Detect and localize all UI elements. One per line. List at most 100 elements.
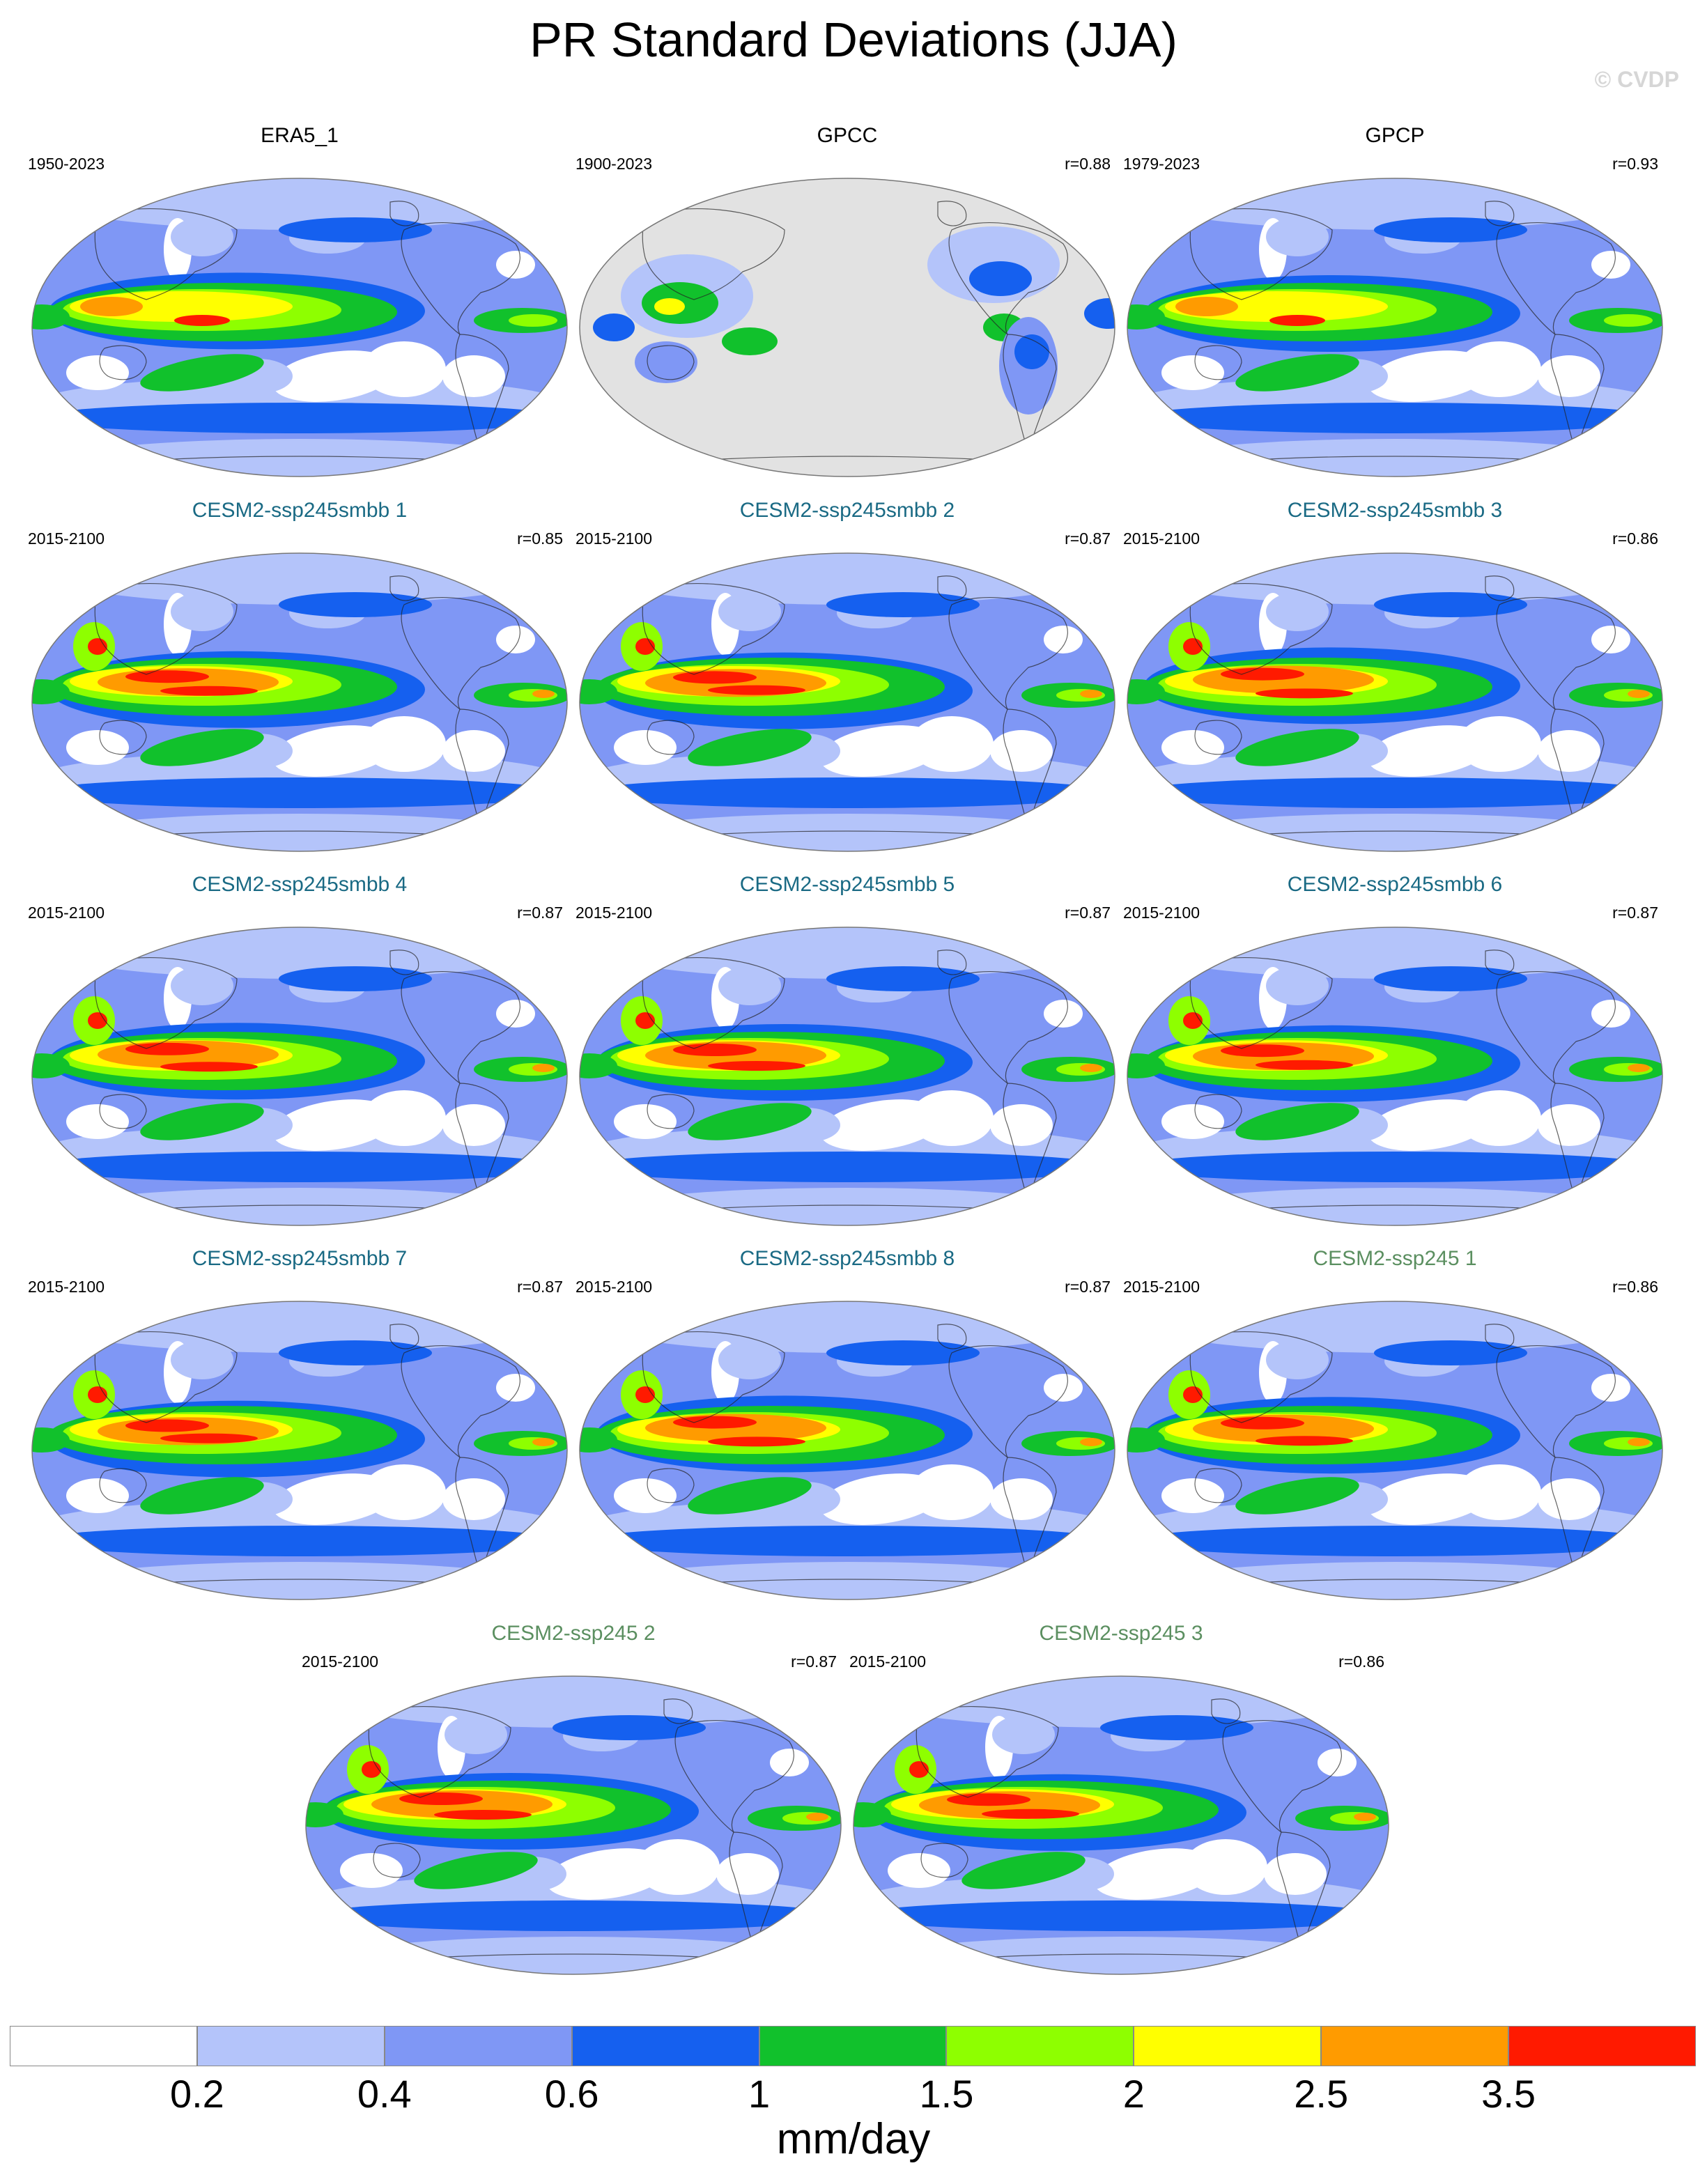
panel-correlation: r=0.87 [517,904,563,922]
itcz-peak-red [125,670,209,683]
atlantic-itcz-peak [1080,1438,1102,1446]
itcz-peak-red-south [982,1809,1079,1819]
asia-outline [642,583,785,675]
greenland-outline [1485,1324,1515,1349]
north-atlantic-dry-zone [496,251,535,279]
map-border [1127,552,1663,852]
asia-outline [94,957,238,1049]
australia-outline [99,1468,147,1503]
asia-outline [1189,1331,1333,1423]
greenland-outline [1485,201,1515,226]
southern-storm-track [35,1526,564,1556]
panel-period: 1950-2023 [28,155,105,173]
greenland-outline [1211,1698,1241,1724]
colorbar-tick-label: 1 [748,2072,771,2116]
southern-storm-track [1130,1526,1660,1556]
north-atlantic-dry-zone [496,626,535,653]
south-atlantic-dry-zone [1538,730,1600,772]
robinson-map [1127,1301,1663,1600]
australia-outline [1194,720,1242,755]
map-border [853,1675,1389,1975]
australia-outline [647,345,695,380]
north-america-outline [1496,222,1616,335]
arctic-band [1130,927,1660,979]
south-east-pacific-dry-zone [1458,716,1541,772]
north-atlantic-dry-zone [770,1749,809,1776]
map-panel: CESM2-ssp245 1 2015-2100 r=0.86 [1123,1248,1667,1611]
north-pacific-storm-track [1374,1340,1527,1365]
colorbar-swatch [571,2026,759,2066]
atlantic-itcz-peak [1628,1064,1650,1072]
antarctic-band [309,1937,838,1974]
west-edge-itcz [1127,304,1165,330]
panel-correlation: r=0.87 [791,1652,837,1671]
greenland-outline [937,201,967,226]
north-atlantic-dry-zone [1591,1000,1630,1028]
greenland-outline [389,575,419,601]
colorbar-tick-label: 0.6 [544,2072,599,2116]
arctic-band [582,927,1112,979]
australia-outline [647,1094,695,1129]
atlantic-itcz-peak [532,1064,555,1072]
robinson-map [31,178,568,477]
robinson-map [1127,178,1663,477]
indian-ocean-dry-zone [1161,730,1224,765]
southern-storm-track [1130,403,1660,433]
indian-ocean-dry-zone [614,730,677,765]
panel-title: CESM2-ssp245smbb 8 [739,1247,955,1270]
north-pacific-storm-track [279,592,432,617]
north-america-outline [948,1345,1068,1458]
arctic-band [35,553,564,605]
colorbar-tick-label: 0.4 [357,2072,412,2116]
robinson-map [31,1301,568,1600]
spcz-band [961,1852,1086,1889]
atlantic-itcz-peak [1354,1813,1376,1821]
panel-correlation: r=0.87 [517,1278,563,1296]
south-atlantic-dry-zone [1538,355,1600,397]
australia-outline [99,1094,147,1129]
itcz-peak-red [947,1793,1030,1806]
spcz-band [688,1103,812,1140]
southern-storm-track [856,1900,1386,1931]
west-edge-itcz [32,304,70,330]
eurasia-dry-zone [171,217,233,256]
asia-outline [368,1706,511,1798]
asia-outline [1189,583,1333,675]
south-east-pacific-dry-zone [910,1090,994,1146]
panel-correlation: r=0.87 [1612,904,1658,922]
robinson-map [579,927,1115,1226]
south-east-pacific-dry-zone [910,1464,994,1520]
map-border [1127,927,1663,1226]
south-east-pacific-dry-zone [362,716,446,772]
panel-title: CESM2-ssp245 1 [1313,1247,1477,1270]
panel-title: GPCC [817,124,878,147]
south-east-pacific-dry-zone [910,716,994,772]
south-east-pacific-dry-zone [1458,1464,1541,1520]
map-border [31,178,568,477]
robinson-map [579,178,1115,477]
antarctic-band [35,1562,564,1600]
itcz-peak-red-south [708,1061,805,1071]
colorbar-units: mm/day [776,2115,931,2163]
antarctic-band [35,1188,564,1225]
west-edge-itcz [1127,1427,1165,1453]
eurasia-dry-zone [171,966,233,1005]
antarctic-band [35,439,564,477]
colorbar-tick-label: 2 [1122,2072,1145,2116]
panel-period: 2015-2100 [28,1278,105,1296]
south-atlantic-dry-zone [442,730,505,772]
itcz-peak-red [673,671,757,684]
eurasia-dry-zone [171,592,233,631]
panel-correlation: r=0.87 [1065,1278,1111,1296]
north-pacific-storm-track [826,1340,980,1365]
north-america-outline [1496,596,1616,710]
atlantic-itcz-peak [1080,1064,1102,1072]
greenland-outline [389,201,419,226]
panel-correlation: r=0.87 [1065,529,1111,548]
monsoon-land-peak [654,298,685,315]
north-america-outline [948,970,1068,1084]
arctic-band [35,1301,564,1353]
panel-title: GPCP [1365,124,1425,147]
north-pacific-storm-track [553,1715,706,1740]
panel-period: 2015-2100 [849,1652,926,1671]
